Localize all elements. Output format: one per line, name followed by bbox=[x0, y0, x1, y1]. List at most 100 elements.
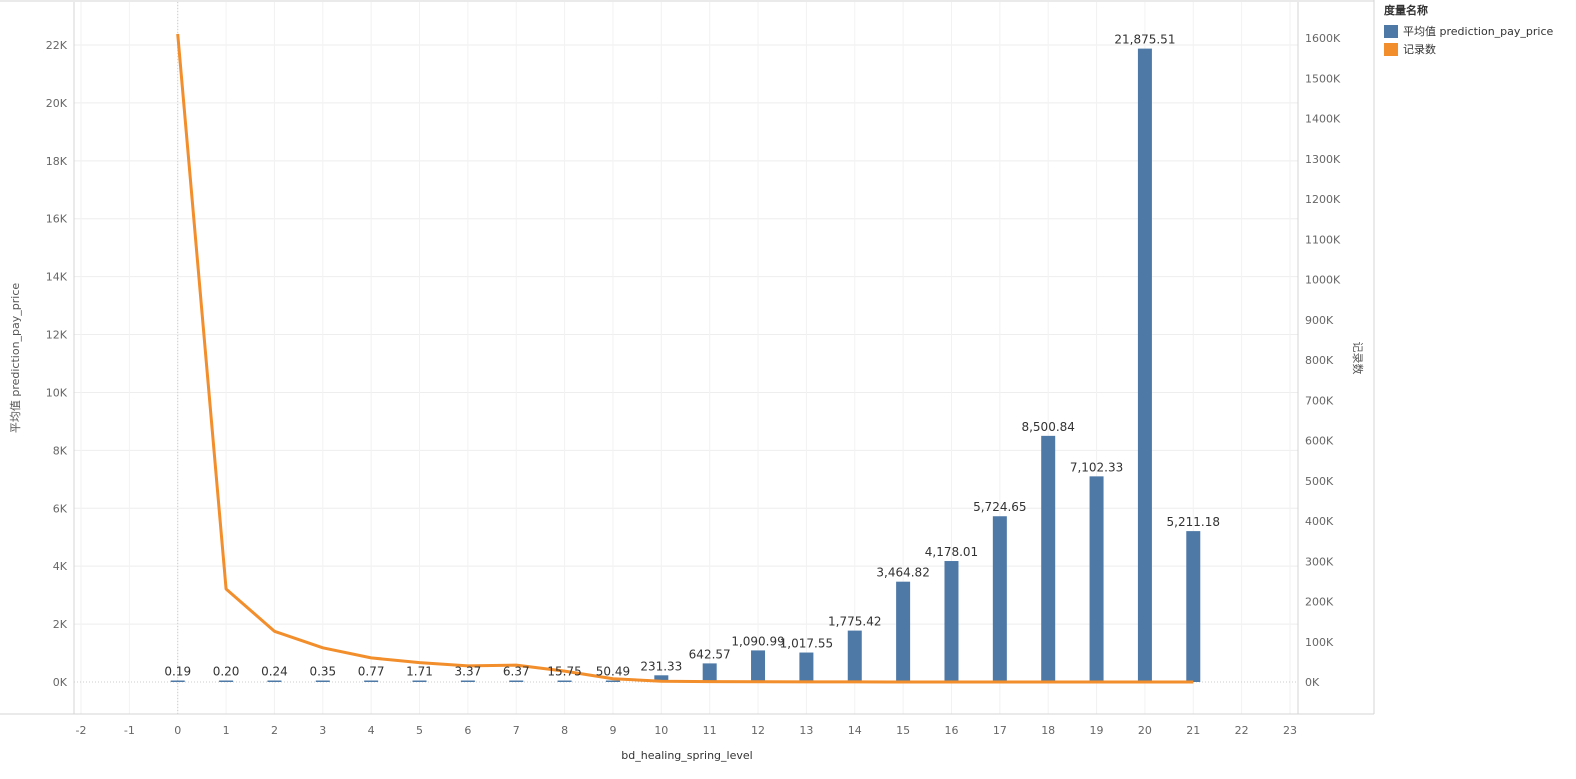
y2-tick-label: 800K bbox=[1305, 354, 1334, 367]
x-tick-label: -1 bbox=[124, 724, 135, 737]
x-tick-label: 2 bbox=[271, 724, 278, 737]
x-tick-label: 12 bbox=[751, 724, 765, 737]
legend-label: 平均值 prediction_pay_price bbox=[1403, 25, 1554, 38]
bar-data-label: 1.71 bbox=[406, 665, 433, 679]
bar-data-label: 6.37 bbox=[503, 665, 530, 679]
bar-data-label: 231.33 bbox=[640, 659, 682, 673]
bar-data-label: 0.19 bbox=[164, 665, 191, 679]
y-tick-label: 14K bbox=[46, 271, 68, 284]
bar bbox=[1186, 531, 1201, 682]
bar bbox=[509, 680, 524, 682]
bar-data-label: 5,724.65 bbox=[973, 500, 1026, 514]
line-series-record-count bbox=[176, 33, 1194, 684]
x-tick-label: 14 bbox=[848, 724, 862, 737]
bar-data-label: 0.77 bbox=[358, 665, 385, 679]
bar-data-label: 15.75 bbox=[547, 665, 581, 679]
x-tick-label: 5 bbox=[416, 724, 423, 737]
bar-data-label: 4,178.01 bbox=[925, 545, 978, 559]
x-tick-label: 18 bbox=[1041, 724, 1055, 737]
y2-tick-label: 300K bbox=[1305, 555, 1334, 568]
y2-tick-label: 200K bbox=[1305, 596, 1334, 609]
bar-data-label: 0.20 bbox=[213, 665, 240, 679]
bar bbox=[460, 680, 475, 682]
legend-title: 度量名称 bbox=[1384, 4, 1428, 17]
x-tick-label: 20 bbox=[1138, 724, 1152, 737]
legend-item-record-count[interactable]: 记录数 bbox=[1384, 40, 1553, 58]
bar bbox=[751, 650, 766, 682]
y-axis-title: 平均值 prediction_pay_price bbox=[9, 283, 22, 434]
bar-data-label: 7,102.33 bbox=[1070, 460, 1123, 474]
bar-data-label: 1,017.55 bbox=[780, 637, 833, 651]
bar-data-label: 21,875.51 bbox=[1114, 33, 1175, 47]
bar-data-label: 0.24 bbox=[261, 665, 288, 679]
x-tick-label: 3 bbox=[319, 724, 326, 737]
bar bbox=[847, 630, 862, 682]
y2-tick-label: 500K bbox=[1305, 475, 1334, 488]
y2-tick-label: 1100K bbox=[1305, 233, 1341, 246]
x-tick-label: 1 bbox=[223, 724, 230, 737]
x-tick-label: -2 bbox=[76, 724, 87, 737]
bar-data-label: 642.57 bbox=[689, 647, 731, 661]
bar bbox=[364, 680, 379, 682]
x-tick-label: 21 bbox=[1186, 724, 1200, 737]
bar bbox=[605, 680, 620, 682]
bar bbox=[1137, 48, 1152, 682]
bar-data-label: 5,211.18 bbox=[1167, 515, 1220, 529]
y2-tick-label: 1200K bbox=[1305, 193, 1341, 206]
y2-tick-label: 900K bbox=[1305, 314, 1334, 327]
bar bbox=[315, 680, 330, 682]
bar bbox=[992, 516, 1007, 682]
bar bbox=[944, 561, 959, 682]
y-tick-label: 0K bbox=[53, 676, 68, 689]
x-tick-label: 16 bbox=[944, 724, 958, 737]
y-tick-label: 12K bbox=[46, 329, 68, 342]
bar-data-label: 1,090.99 bbox=[731, 634, 784, 648]
y-tick-label: 18K bbox=[46, 155, 68, 168]
legend-swatch-blue bbox=[1384, 24, 1398, 38]
y-tick-label: 10K bbox=[46, 386, 68, 399]
y-tick-label: 22K bbox=[46, 39, 68, 52]
y2-tick-label: 700K bbox=[1305, 394, 1334, 407]
x-tick-label: 13 bbox=[799, 724, 813, 737]
x-tick-label: 17 bbox=[993, 724, 1007, 737]
bar bbox=[557, 680, 572, 682]
x-tick-label: 10 bbox=[654, 724, 668, 737]
legend: 度量名称 平均值 prediction_pay_price 记录数 bbox=[1384, 2, 1553, 58]
bar bbox=[1041, 435, 1056, 682]
legend-swatch-orange bbox=[1384, 42, 1398, 56]
y-tick-label: 16K bbox=[46, 213, 68, 226]
bar bbox=[1089, 476, 1104, 682]
x-tick-label: 15 bbox=[896, 724, 910, 737]
x-tick-label: 4 bbox=[368, 724, 375, 737]
bar-data-label: 1,775.42 bbox=[828, 615, 881, 629]
y-tick-label: 4K bbox=[53, 560, 68, 573]
y-tick-label: 2K bbox=[53, 618, 68, 631]
bar bbox=[896, 581, 911, 682]
x-axis-title: bd_healing_spring_level bbox=[621, 749, 752, 762]
legend-item-avg-price[interactable]: 平均值 prediction_pay_price bbox=[1384, 22, 1553, 40]
y2-tick-label: 1500K bbox=[1305, 72, 1341, 85]
legend-label: 记录数 bbox=[1403, 43, 1436, 56]
y-tick-label: 6K bbox=[53, 502, 68, 515]
x-tick-label: 6 bbox=[464, 724, 471, 737]
y2-tick-label: 100K bbox=[1305, 636, 1334, 649]
y-tick-label: 8K bbox=[53, 444, 68, 457]
y-tick-label: 20K bbox=[46, 97, 68, 110]
y2-tick-label: 1400K bbox=[1305, 113, 1341, 126]
x-tick-label: 9 bbox=[609, 724, 616, 737]
bar bbox=[219, 680, 234, 682]
y2-tick-label: 1300K bbox=[1305, 153, 1341, 166]
bar-data-label: 0.35 bbox=[309, 665, 336, 679]
y2-tick-label: 1600K bbox=[1305, 32, 1341, 45]
bar bbox=[654, 675, 669, 682]
x-tick-label: 11 bbox=[703, 724, 717, 737]
x-tick-label: 8 bbox=[561, 724, 568, 737]
y2-axis-title: 记录数 bbox=[1351, 342, 1364, 375]
x-tick-label: 23 bbox=[1283, 724, 1297, 737]
x-tick-label: 19 bbox=[1090, 724, 1104, 737]
y2-tick-label: 1000K bbox=[1305, 274, 1341, 287]
bar-data-label: 8,500.84 bbox=[1021, 420, 1074, 434]
bar-data-label: 50.49 bbox=[596, 665, 630, 679]
